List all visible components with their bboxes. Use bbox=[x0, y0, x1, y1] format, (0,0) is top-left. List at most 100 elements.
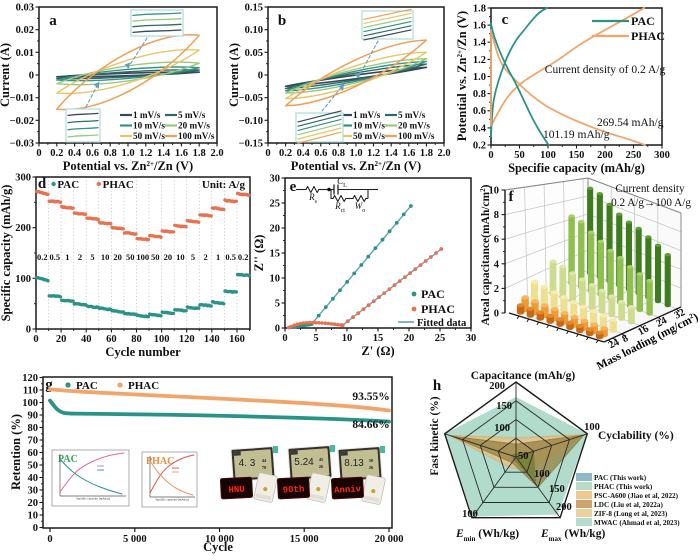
svg-text:93.55%: 93.55% bbox=[352, 391, 389, 403]
svg-text:0.5: 0.5 bbox=[225, 252, 236, 262]
svg-text:0: 0 bbox=[488, 150, 493, 161]
svg-text:0: 0 bbox=[33, 523, 38, 534]
svg-text:20: 20 bbox=[113, 252, 122, 262]
svg-text:50: 50 bbox=[514, 150, 525, 161]
svg-text:32: 32 bbox=[673, 307, 687, 322]
svg-text:1 mV/s: 1 mV/s bbox=[353, 110, 381, 120]
svg-text:Potential vs. Zn2+/Zn (V): Potential vs. Zn2+/Zn (V) bbox=[455, 11, 469, 141]
svg-text:PAC (This work): PAC (This work) bbox=[594, 474, 647, 482]
svg-text:20: 20 bbox=[404, 333, 415, 344]
svg-text:0: 0 bbox=[33, 334, 38, 345]
svg-text:1.4: 1.4 bbox=[473, 38, 487, 49]
svg-text:PSC-A600 (Jiao et al, 2022): PSC-A600 (Jiao et al, 2022) bbox=[594, 492, 679, 500]
svg-text:5: 5 bbox=[275, 299, 280, 310]
svg-text:0.2: 0.2 bbox=[37, 252, 48, 262]
svg-text:0.5: 0.5 bbox=[49, 252, 60, 262]
svg-text:20: 20 bbox=[164, 252, 173, 262]
svg-text:PHAC: PHAC bbox=[103, 179, 134, 191]
svg-text:0.2: 0.2 bbox=[238, 252, 249, 262]
svg-text:160: 160 bbox=[229, 334, 245, 345]
svg-text:26: 26 bbox=[369, 465, 374, 470]
svg-text:1.4: 1.4 bbox=[385, 148, 399, 159]
svg-text:50: 50 bbox=[518, 451, 529, 462]
svg-text:2.0: 2.0 bbox=[437, 148, 450, 159]
svg-text:Potential vs. Zn2+/Zn (V): Potential vs. Zn2+/Zn (V) bbox=[291, 159, 421, 173]
svg-text:Current density: Current density bbox=[615, 183, 685, 195]
svg-text:110: 110 bbox=[23, 386, 38, 397]
svg-text:1.8: 1.8 bbox=[193, 148, 206, 159]
svg-text:Fast kinetic (%): Fast kinetic (%) bbox=[429, 396, 441, 475]
svg-text:1.2: 1.2 bbox=[473, 55, 486, 66]
svg-text:1.0: 1.0 bbox=[121, 148, 134, 159]
svg-text:PAC: PAC bbox=[76, 380, 98, 392]
svg-text:0.2 A/g→100 A/g: 0.2 A/g→100 A/g bbox=[611, 197, 691, 209]
svg-text:100: 100 bbox=[462, 509, 478, 520]
svg-text:44: 44 bbox=[262, 458, 267, 463]
svg-text:5: 5 bbox=[191, 252, 195, 262]
svg-text:25: 25 bbox=[435, 333, 446, 344]
svg-text:50: 50 bbox=[126, 252, 135, 262]
svg-text:1.6: 1.6 bbox=[402, 148, 415, 159]
svg-text:0.01: 0.01 bbox=[16, 48, 34, 59]
svg-text:0.10: 0.10 bbox=[245, 25, 263, 36]
svg-text:Wo: Wo bbox=[355, 201, 366, 214]
svg-text:250: 250 bbox=[626, 150, 642, 161]
svg-text:5: 5 bbox=[90, 252, 94, 262]
svg-text:PHAC: PHAC bbox=[146, 456, 174, 467]
svg-text:0.6: 0.6 bbox=[86, 148, 99, 159]
svg-text:Areal capacitance(mAh/cm2): Areal capacitance(mAh/cm2) bbox=[479, 184, 492, 325]
svg-text:−0.05: −0.05 bbox=[239, 93, 263, 104]
svg-text:Z' (Ω): Z' (Ω) bbox=[361, 344, 394, 358]
svg-text:90: 90 bbox=[28, 411, 39, 422]
svg-text:0.2: 0.2 bbox=[473, 141, 486, 152]
svg-text:2: 2 bbox=[607, 339, 617, 351]
svg-text:−0.03: −0.03 bbox=[10, 139, 34, 150]
svg-text:Rs: Rs bbox=[308, 192, 318, 205]
svg-text:PAC: PAC bbox=[57, 179, 79, 191]
svg-text:10: 10 bbox=[342, 333, 353, 344]
svg-text:Specific capacity (mAh/g): Specific capacity (mAh/g) bbox=[155, 498, 189, 502]
svg-text:−0.15: −0.15 bbox=[239, 139, 263, 150]
svg-text:ZIF-8 (Long et al, 2023): ZIF-8 (Long et al, 2023) bbox=[594, 510, 668, 518]
svg-text:40: 40 bbox=[28, 473, 39, 484]
svg-text:100: 100 bbox=[534, 469, 550, 480]
svg-text:45: 45 bbox=[319, 457, 324, 462]
svg-text:30: 30 bbox=[466, 333, 477, 344]
svg-text:5.24: 5.24 bbox=[294, 457, 314, 468]
svg-text:10: 10 bbox=[28, 511, 39, 522]
svg-text:Specific capacity (mAh/g): Specific capacity (mAh/g) bbox=[0, 185, 13, 322]
svg-text:PHAC (This work): PHAC (This work) bbox=[594, 483, 653, 491]
svg-text:100: 100 bbox=[136, 252, 149, 262]
svg-text:0: 0 bbox=[275, 324, 280, 335]
svg-text:16: 16 bbox=[636, 323, 650, 338]
svg-text:70: 70 bbox=[28, 436, 39, 447]
svg-text:0.4: 0.4 bbox=[68, 148, 82, 159]
svg-text:200: 200 bbox=[597, 150, 613, 161]
svg-text:10: 10 bbox=[489, 186, 500, 197]
svg-text:6: 6 bbox=[494, 235, 499, 246]
svg-text:0.4: 0.4 bbox=[473, 123, 487, 134]
svg-text:1.4: 1.4 bbox=[157, 148, 171, 159]
svg-text:50: 50 bbox=[151, 252, 160, 262]
svg-text:40: 40 bbox=[81, 334, 92, 345]
svg-text:Anniv: Anniv bbox=[334, 484, 362, 495]
svg-text:10: 10 bbox=[176, 252, 185, 262]
svg-text:MWAC (Ahmad et al, 2023): MWAC (Ahmad et al, 2023) bbox=[594, 519, 680, 527]
svg-text:−0.02: −0.02 bbox=[10, 116, 34, 127]
svg-text:f: f bbox=[509, 189, 515, 205]
svg-text:200: 200 bbox=[489, 381, 505, 392]
svg-text:0.2: 0.2 bbox=[50, 148, 63, 159]
svg-text:0.6: 0.6 bbox=[473, 106, 486, 117]
svg-text:0: 0 bbox=[26, 325, 31, 336]
svg-text:Unit: A/g: Unit: A/g bbox=[202, 179, 246, 191]
svg-text:4. 3: 4. 3 bbox=[239, 458, 256, 469]
svg-text:30: 30 bbox=[270, 174, 281, 185]
svg-text:200: 200 bbox=[556, 502, 572, 513]
svg-text:CL: CL bbox=[337, 176, 347, 189]
svg-text:20 mV/s: 20 mV/s bbox=[178, 121, 210, 131]
svg-text:0: 0 bbox=[265, 148, 270, 159]
svg-text:−0.10: −0.10 bbox=[239, 116, 263, 127]
svg-text:1.2: 1.2 bbox=[367, 148, 380, 159]
svg-text:Cycle: Cycle bbox=[203, 540, 233, 554]
svg-text:101.19 mAh/g: 101.19 mAh/g bbox=[543, 129, 610, 141]
